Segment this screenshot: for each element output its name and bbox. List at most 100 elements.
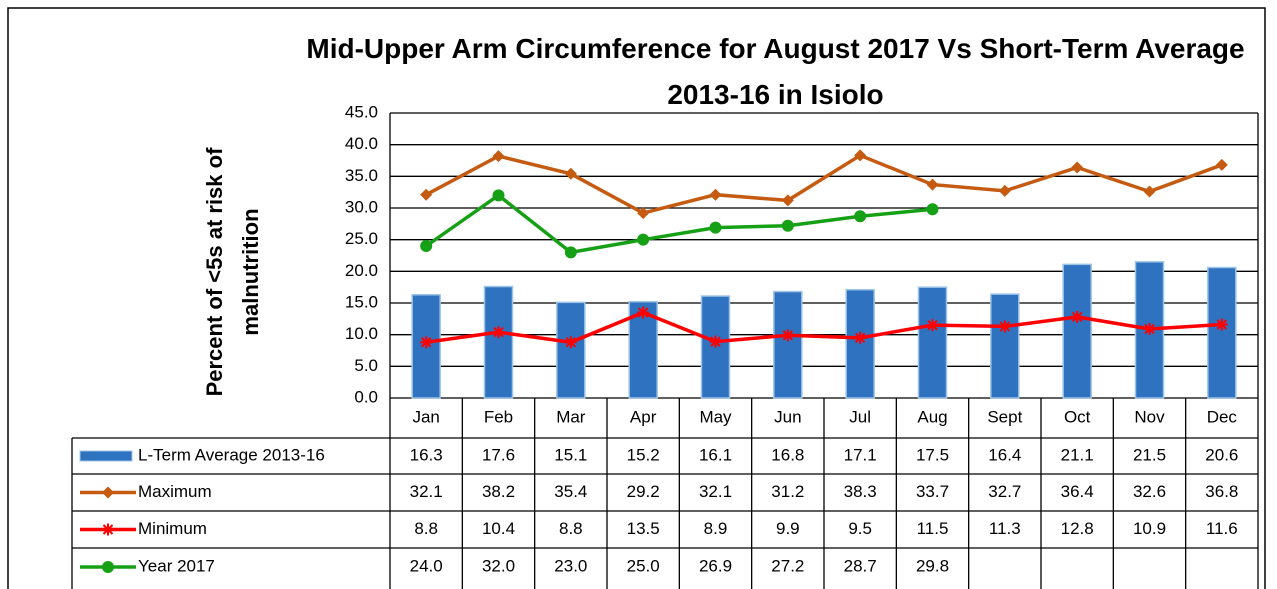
table-cell: 10.4 bbox=[482, 519, 515, 538]
x-tick-label: Feb bbox=[484, 407, 513, 426]
bar bbox=[990, 293, 1020, 399]
table-cell: 29.8 bbox=[916, 556, 949, 575]
y-tick-label: 25.0 bbox=[345, 229, 378, 248]
marker bbox=[637, 306, 650, 319]
x-tick-label: Dec bbox=[1207, 407, 1238, 426]
marker-stroke bbox=[420, 337, 432, 348]
table-cell: 15.2 bbox=[627, 445, 660, 464]
x-tick-label: Aug bbox=[917, 407, 947, 426]
y-tick-label: 15.0 bbox=[345, 292, 378, 311]
marker bbox=[854, 149, 867, 162]
marker bbox=[1143, 322, 1156, 335]
marker bbox=[564, 336, 577, 349]
table-cell: 16.4 bbox=[988, 445, 1021, 464]
y-tick-label: 0.0 bbox=[354, 387, 378, 406]
legend-label: Year 2017 bbox=[138, 556, 215, 575]
bar bbox=[483, 285, 514, 399]
table-cell: 36.8 bbox=[1205, 482, 1238, 501]
y-tick-label: 10.0 bbox=[345, 324, 378, 343]
line bbox=[425, 193, 933, 255]
marker-stroke bbox=[637, 307, 649, 318]
bar bbox=[1207, 266, 1237, 399]
marker-stroke bbox=[854, 332, 866, 344]
table-cell: 33.7 bbox=[916, 482, 949, 501]
table-cell: 32.1 bbox=[699, 482, 732, 501]
table-cell: 13.5 bbox=[627, 519, 660, 538]
table-cell: 32.6 bbox=[1133, 482, 1166, 501]
bar bbox=[773, 290, 803, 399]
x-tick-label: Oct bbox=[1064, 407, 1091, 426]
marker-stroke bbox=[999, 321, 1011, 332]
table-cell: 31.2 bbox=[771, 482, 804, 501]
table-cell: 38.2 bbox=[482, 482, 515, 501]
y-tick-label: 5.0 bbox=[354, 356, 378, 375]
table-cell: 24.0 bbox=[410, 556, 443, 575]
table-cell: 16.8 bbox=[771, 445, 804, 464]
marker bbox=[926, 319, 939, 332]
table-cell: 32.0 bbox=[482, 556, 515, 575]
marker bbox=[1071, 310, 1084, 323]
table-cell: 32.1 bbox=[410, 482, 443, 501]
table-cell: 29.2 bbox=[627, 482, 660, 501]
marker bbox=[926, 178, 939, 191]
table-cell: 17.5 bbox=[916, 445, 949, 464]
marker bbox=[420, 188, 433, 201]
table-cell: 9.5 bbox=[848, 519, 872, 538]
legend-label: Maximum bbox=[138, 482, 212, 501]
table-cell: 15.1 bbox=[554, 445, 587, 464]
marker bbox=[1215, 158, 1228, 171]
y-tick-label: 30.0 bbox=[345, 197, 378, 216]
marker-stroke bbox=[565, 337, 577, 348]
bar bbox=[917, 286, 948, 399]
marker-stroke bbox=[1144, 323, 1155, 335]
marker bbox=[781, 219, 794, 232]
table-cell: 11.6 bbox=[1206, 519, 1238, 538]
table-cell: 8.8 bbox=[414, 519, 438, 538]
table-cell: 27.2 bbox=[771, 556, 804, 575]
marker-stroke bbox=[1071, 311, 1083, 323]
marker bbox=[102, 486, 114, 499]
table-cell: 16.1 bbox=[699, 445, 732, 464]
table-cell: 23.0 bbox=[554, 556, 587, 575]
marker-stroke bbox=[102, 524, 114, 535]
marker bbox=[709, 221, 722, 234]
marker bbox=[781, 329, 794, 342]
y-tick-label: 20.0 bbox=[345, 261, 378, 280]
marker bbox=[926, 203, 939, 216]
table-cell: 21.5 bbox=[1133, 445, 1166, 464]
marker-stroke bbox=[493, 326, 504, 338]
table-cell: 35.4 bbox=[554, 482, 587, 501]
table-cell: 25.0 bbox=[627, 556, 660, 575]
marker bbox=[420, 240, 433, 252]
table-cell: 11.3 bbox=[989, 519, 1021, 538]
line bbox=[425, 153, 1223, 215]
bar bbox=[1062, 263, 1092, 399]
marker bbox=[854, 210, 867, 223]
bar bbox=[556, 301, 586, 399]
x-tick-label: Mar bbox=[556, 407, 586, 426]
table-cell: 20.6 bbox=[1205, 445, 1238, 464]
marker bbox=[1143, 185, 1156, 198]
marker bbox=[492, 189, 505, 202]
line bbox=[425, 310, 1222, 345]
marker bbox=[1071, 161, 1084, 174]
x-tick-label: Jul bbox=[849, 407, 871, 426]
y-axis-label: Percent of <5s at risk of malnutrition bbox=[202, 147, 263, 397]
marker-stroke bbox=[782, 330, 794, 341]
y-tick-label: 40.0 bbox=[345, 134, 378, 153]
marker bbox=[564, 246, 577, 259]
table-cell: 12.8 bbox=[1061, 519, 1094, 538]
marker bbox=[1215, 318, 1228, 331]
marker bbox=[998, 184, 1011, 197]
y-tick-label: 35.0 bbox=[345, 166, 378, 185]
marker bbox=[709, 335, 722, 348]
x-tick-label: Sept bbox=[987, 407, 1022, 426]
table-cell: 17.1 bbox=[844, 445, 877, 464]
marker bbox=[637, 233, 650, 246]
legend-label: L-Term Average 2013-16 bbox=[138, 445, 325, 464]
table-cell: 9.9 bbox=[776, 519, 800, 538]
marker bbox=[854, 331, 867, 344]
table-cell: 28.7 bbox=[844, 556, 877, 575]
